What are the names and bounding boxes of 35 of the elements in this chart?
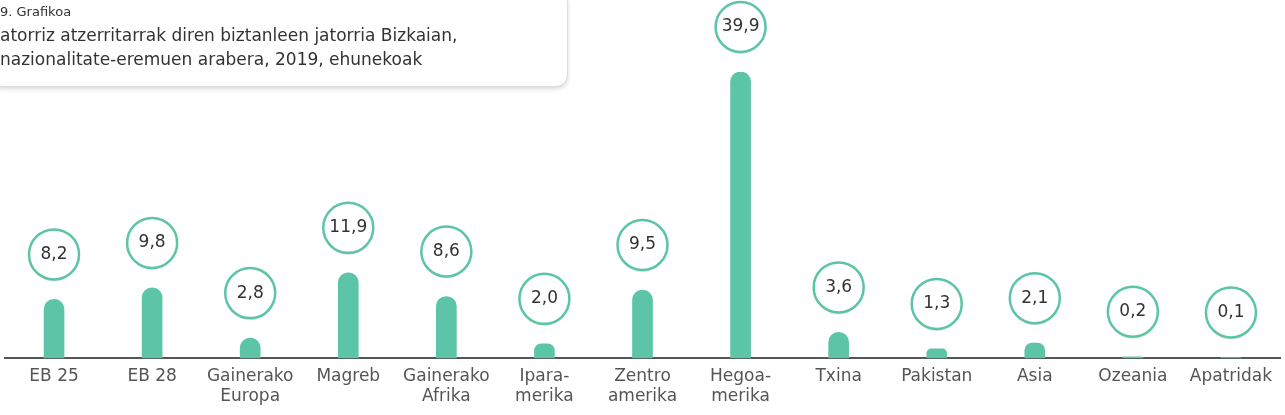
data-label: 9,8 — [138, 231, 166, 252]
x-tick-label: Gainerako Europa — [206, 364, 294, 406]
data-label: 1,3 — [923, 292, 951, 313]
data-label: 8,2 — [40, 242, 68, 263]
bar — [926, 348, 948, 359]
x-tick-label: Apatridak — [1189, 364, 1273, 385]
x-tick-label: EB 28 — [127, 364, 177, 385]
chart-title: atorriz atzerritarrak diren biztanleen jatorria Bizkaian, nazionalitate-eremuen arabera, 2019, ehunekoak — [0, 24, 459, 71]
x-tick-label: Gainerako Afrika — [403, 364, 490, 406]
data-label: 2,1 — [1021, 286, 1049, 307]
bar — [632, 289, 653, 359]
x-tick-label: Txina — [814, 364, 862, 385]
bar — [141, 287, 163, 359]
data-label: 0,1 — [1217, 300, 1245, 321]
data-label: 39,9 — [721, 15, 760, 36]
x-tick-label: Magreb — [316, 364, 381, 385]
x-tick-label: EB 25 — [29, 364, 79, 385]
bar — [43, 299, 65, 359]
data-label: 11,9 — [329, 216, 368, 237]
data-label: 8,6 — [432, 239, 460, 260]
data-label: 0,2 — [1119, 300, 1147, 321]
data-label: 9,5 — [628, 233, 657, 254]
data-label: 3,6 — [825, 275, 853, 296]
data-label: 2,8 — [236, 281, 264, 302]
bar — [337, 272, 359, 359]
bar — [436, 296, 457, 359]
x-tick-label: Asia — [1016, 364, 1053, 385]
chart-subtitle: 9. Grafikoa — [0, 4, 73, 19]
x-tick-label: Ozeania — [1098, 364, 1168, 385]
x-tick-label: Ipara-merika — [515, 364, 574, 406]
x-tick-label: Zentro amerika — [607, 364, 678, 406]
x-tick-label: Pakistan — [901, 364, 973, 385]
data-label: 2,0 — [530, 287, 558, 308]
x-tick-label: Hegoa-merika — [710, 364, 772, 406]
bar — [730, 72, 751, 359]
